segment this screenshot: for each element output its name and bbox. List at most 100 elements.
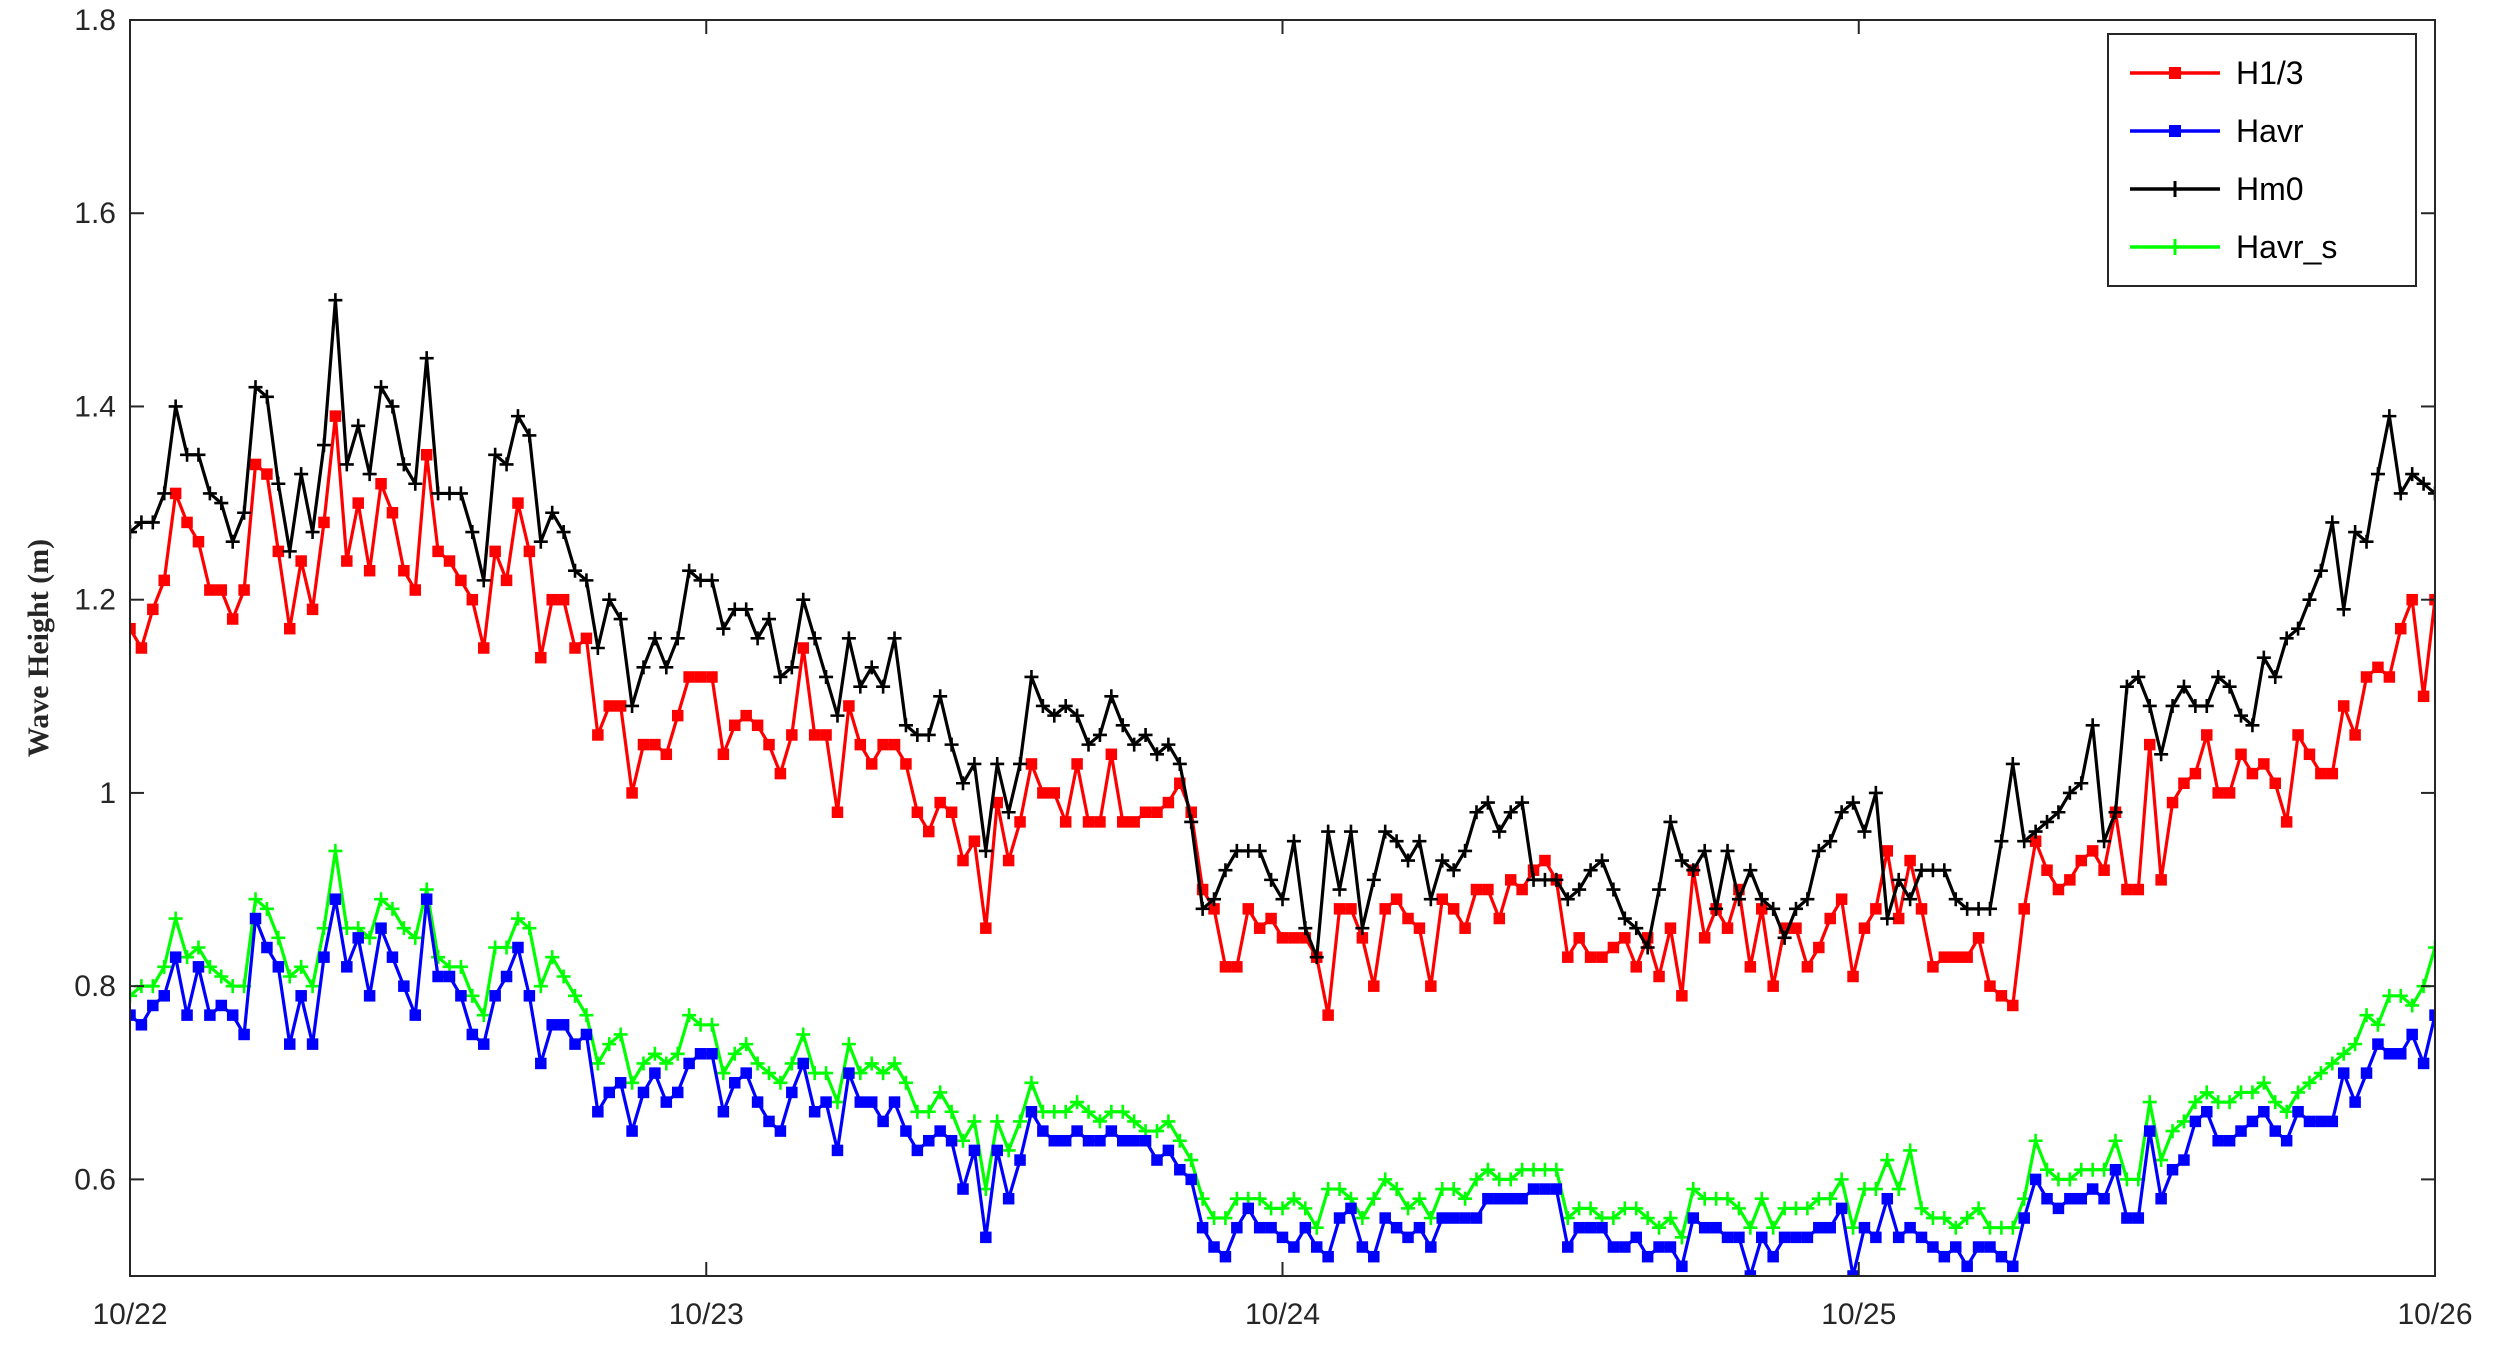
legend[interactable]: H1/3 Havr Hm0 Havr_s (2107, 33, 2417, 287)
data-point (1607, 1241, 1620, 1253)
data-point (398, 980, 410, 992)
data-point (2064, 874, 2076, 886)
data-point (226, 1009, 239, 1021)
data-point (191, 940, 206, 955)
data-point (990, 1114, 1005, 1129)
data-point (1082, 1134, 1095, 1147)
y-tick-label: 1.4 (74, 390, 116, 423)
data-point (272, 961, 285, 973)
data-point (1504, 874, 1517, 886)
legend-marker (2169, 125, 2181, 137)
data-point (2201, 1106, 2213, 1118)
data-point (1024, 669, 1039, 684)
data-point (512, 941, 524, 954)
data-point (1001, 1143, 1016, 1158)
data-point (1092, 1114, 1107, 1129)
data-point (1629, 921, 1644, 936)
data-point (2405, 467, 2420, 482)
data-point (386, 506, 399, 519)
data-point (1686, 863, 1701, 878)
data-point (944, 737, 959, 752)
data-point (533, 534, 548, 549)
data-point (819, 1066, 834, 1081)
data-point (649, 1067, 661, 1079)
data-point (510, 911, 525, 926)
data-point (1436, 893, 1449, 905)
data-point (1756, 1231, 1768, 1244)
data-point (1858, 922, 1871, 934)
data-point (1184, 1153, 1199, 1168)
data-point (432, 970, 444, 983)
data-point (1652, 1220, 1667, 1235)
data-point (409, 1009, 422, 1021)
legend-item-havr[interactable]: Havr (2130, 113, 2304, 149)
legend-item-hm0[interactable]: Hm0 (2130, 171, 2304, 207)
data-point (2406, 593, 2418, 606)
data-point (706, 671, 718, 683)
data-point (830, 708, 845, 723)
data-point (1151, 806, 1163, 818)
data-point (934, 1125, 946, 1137)
data-point (819, 669, 834, 684)
data-point (1801, 1231, 1814, 1244)
data-point (841, 631, 856, 646)
data-point (375, 922, 387, 934)
data-point (1744, 961, 1757, 973)
data-point (535, 651, 547, 664)
data-point (1721, 1231, 1734, 1244)
data-point (1754, 892, 1769, 907)
data-point (2428, 486, 2435, 501)
data-point (225, 534, 240, 549)
data-point (1788, 901, 1803, 916)
data-point (191, 447, 206, 462)
data-point (568, 988, 583, 1003)
data-point (1470, 883, 1483, 896)
data-point (2291, 1085, 2306, 1100)
data-point (1664, 922, 1677, 934)
data-point (1332, 1182, 1347, 1197)
legend-item-havr-s[interactable]: Havr_s (2130, 229, 2337, 265)
data-point (1914, 1201, 1929, 1216)
data-point (2189, 767, 2202, 780)
data-point (1447, 903, 1460, 915)
data-point (1562, 951, 1574, 963)
data-point (1379, 1212, 1391, 1224)
data-point (1539, 854, 1551, 867)
data-point (1835, 1202, 1848, 1215)
data-point (2348, 525, 2363, 540)
data-point (865, 1096, 878, 1108)
data-point (1721, 922, 1734, 934)
data-point (683, 1057, 695, 1070)
data-point (580, 632, 593, 645)
data-point (2098, 1192, 2110, 1205)
data-point (763, 738, 775, 751)
data-point (704, 573, 719, 588)
data-point (945, 1134, 958, 1147)
data-point (237, 505, 252, 520)
data-point (2075, 854, 2088, 867)
data-point (877, 1115, 889, 1128)
legend-item-h1-3[interactable]: H1/3 (2130, 55, 2304, 91)
y-tick-label: 1.6 (74, 197, 116, 230)
data-point (2062, 1172, 2077, 1187)
data-point (1390, 893, 1403, 905)
data-point (2211, 669, 2226, 684)
data-point (797, 642, 809, 654)
data-point (238, 584, 250, 596)
data-point (1059, 816, 1072, 828)
data-point (145, 979, 160, 994)
data-point (271, 930, 286, 945)
data-point (876, 679, 891, 694)
x-tick-label: 10/23 (669, 1298, 744, 1331)
data-point (2007, 999, 2019, 1012)
data-point (1880, 1153, 1895, 1168)
data-point (1629, 1201, 1644, 1216)
data-point (762, 612, 777, 627)
data-point (2064, 1192, 2076, 1205)
data-point (569, 642, 581, 654)
data-point (1242, 903, 1255, 915)
data-point (1971, 1201, 1986, 1216)
data-point (2313, 1066, 2328, 1081)
data-point (1333, 1212, 1346, 1224)
data-point (1172, 1133, 1187, 1148)
